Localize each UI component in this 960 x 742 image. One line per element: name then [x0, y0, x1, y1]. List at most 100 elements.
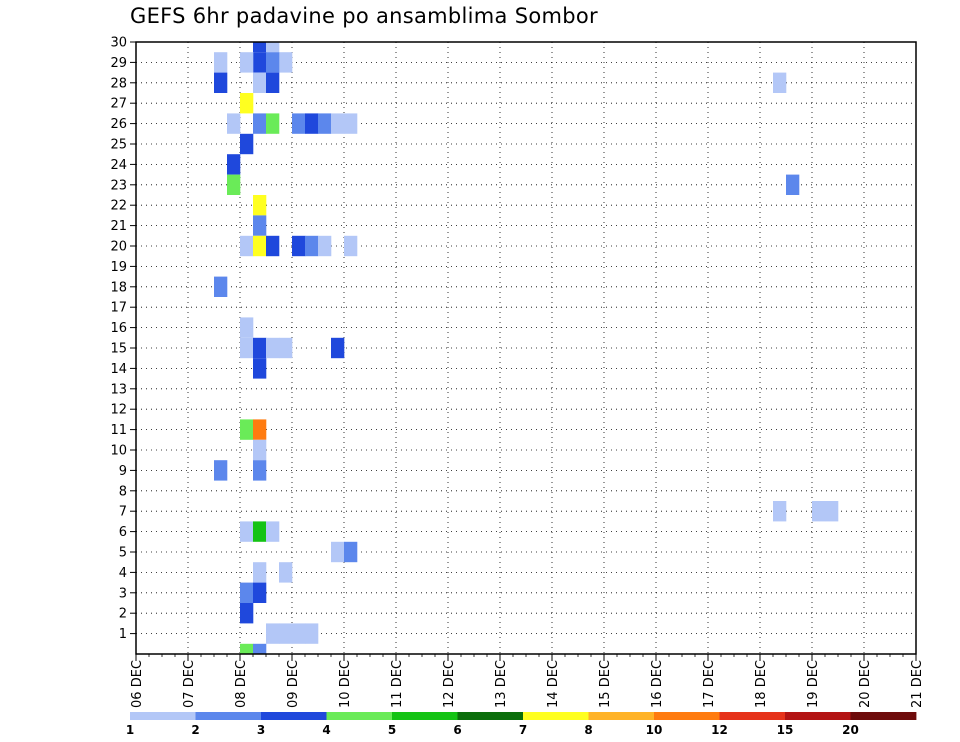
heatmap-cells [214, 42, 839, 654]
legend-label: 20 [842, 723, 859, 737]
heatmap-cell [266, 72, 280, 93]
legend-label: 10 [646, 723, 663, 737]
y-tick-label: 19 [110, 260, 127, 275]
heatmap-cell [279, 623, 293, 644]
y-tick-label: 29 [110, 56, 127, 71]
y-tick-label: 2 [119, 607, 127, 622]
heatmap-cell [253, 113, 267, 134]
heatmap-cell [253, 215, 267, 236]
legend-label: 8 [584, 723, 592, 737]
y-tick-label: 27 [110, 97, 127, 112]
heatmap-cell [266, 52, 280, 73]
heatmap-cell [253, 439, 267, 461]
heatmap-cell [292, 623, 306, 644]
heatmap-cell [292, 235, 306, 257]
heatmap-cell [253, 521, 267, 542]
x-tick-label: 12 DEC [442, 660, 457, 708]
heatmap-cell [240, 337, 254, 359]
heatmap-cell [266, 337, 280, 359]
x-tick-label: 18 DEC [754, 660, 769, 708]
legend-label: 12 [711, 723, 728, 737]
heatmap-cell [240, 317, 254, 338]
y-tick-label: 12 [110, 403, 127, 418]
x-tick-label: 19 DEC [806, 660, 821, 708]
legend-label: 1 [126, 723, 134, 737]
x-axis: 06 DEC 07 DEC 08 DEC 09 DEC 10 DEC 11 DEC 12 D… [130, 654, 925, 708]
x-tick-label: 20 DEC [858, 660, 873, 708]
heatmap-cell [305, 235, 319, 257]
x-tick-label: 11 DEC [390, 660, 405, 708]
heatmap-cell [331, 113, 345, 134]
y-axis: 1234567891011121314151617181920212223242… [110, 36, 136, 642]
heatmap-cell [240, 133, 254, 155]
y-tick-label: 5 [119, 546, 127, 561]
heatmap-cell [266, 235, 280, 257]
heatmap-cell [253, 643, 267, 654]
legend-label: 7 [519, 723, 527, 737]
chart-title: GEFS 6hr padavine po ansamblima Sombor [130, 4, 598, 28]
y-tick-label: 6 [119, 525, 127, 540]
heatmap-cell [240, 93, 254, 114]
heatmap-cell [773, 501, 787, 522]
y-tick-label: 14 [110, 362, 127, 377]
y-tick-label: 21 [110, 219, 127, 234]
y-tick-label: 30 [110, 36, 127, 51]
legend-color-segment [392, 712, 458, 720]
heatmap-cell [279, 52, 293, 73]
y-tick-label: 28 [110, 76, 127, 91]
heatmap-cell [279, 562, 293, 583]
heatmap-cell [331, 337, 345, 359]
legend-color-segment [195, 712, 262, 720]
heatmap-cell [786, 174, 800, 195]
heatmap-cell [227, 174, 241, 195]
y-tick-label: 8 [119, 484, 127, 499]
heatmap-cell [253, 460, 267, 481]
legend-color-segment [326, 712, 393, 720]
heatmap-cell [253, 72, 267, 93]
heatmap-cell [253, 419, 267, 440]
y-tick-label: 13 [110, 382, 127, 397]
y-tick-label: 9 [119, 464, 127, 479]
legend-color-segment [261, 712, 327, 720]
legend-color-segment [785, 712, 851, 720]
y-tick-label: 16 [110, 321, 127, 336]
legend-color-segment [654, 712, 720, 720]
x-tick-label: 08 DEC [234, 660, 249, 708]
x-tick-label: 17 DEC [702, 660, 717, 708]
heatmap-cell [240, 235, 254, 257]
y-tick-label: 1 [119, 627, 127, 642]
y-tick-label: 10 [110, 444, 127, 459]
heatmap-cell [227, 154, 241, 175]
x-tick-label: 07 DEC [182, 660, 197, 708]
heatmap-cell [227, 113, 241, 134]
y-tick-label: 7 [119, 505, 127, 520]
y-tick-label: 11 [110, 423, 127, 438]
y-tick-label: 23 [110, 178, 127, 193]
heatmap-cell [344, 235, 358, 257]
heatmap-cell [240, 52, 254, 73]
y-tick-label: 18 [110, 280, 127, 295]
x-tick-label: 15 DEC [598, 660, 613, 708]
heatmap-cell [279, 337, 293, 359]
heatmap-cell [266, 113, 280, 134]
heatmap-cell [214, 276, 228, 297]
heatmap-cell [240, 521, 254, 542]
heatmap-cell [240, 603, 254, 624]
x-tick-label: 10 DEC [338, 660, 353, 708]
legend-color-segment [130, 712, 196, 720]
heatmap-cell [266, 42, 280, 53]
y-tick-label: 3 [119, 586, 127, 601]
y-tick-label: 15 [110, 342, 127, 357]
y-tick-label: 25 [110, 138, 127, 153]
heatmap-cell [825, 501, 839, 522]
x-tick-label: 09 DEC [286, 660, 301, 708]
y-tick-label: 17 [110, 301, 127, 316]
legend-label: 3 [257, 723, 265, 737]
x-tick-label: 13 DEC [494, 660, 509, 708]
y-tick-label: 26 [110, 117, 127, 132]
heatmap-cell [253, 42, 267, 53]
heatmap-cell [266, 623, 280, 644]
heatmap-cell [253, 358, 267, 379]
legend-label: 4 [322, 723, 330, 737]
